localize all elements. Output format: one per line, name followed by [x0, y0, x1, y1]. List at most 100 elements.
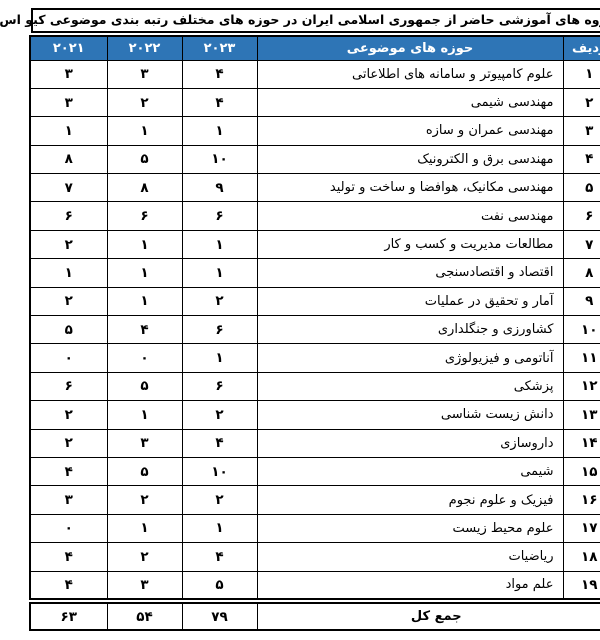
- header-subject: حوزه های موضوعی: [233, 36, 539, 60]
- value-2023-cell: ۶: [158, 372, 233, 400]
- table-row: ۱۰ کشاورزی و جنگلداری ۶ ۴ ۵: [6, 316, 592, 344]
- value-2021-cell: ۲: [6, 287, 83, 315]
- value-2023-cell: ۱: [158, 344, 233, 372]
- value-2021-cell: ۲: [6, 401, 83, 429]
- row-number-cell: ۷: [539, 230, 592, 258]
- value-2023-cell: ۱۰: [158, 145, 233, 173]
- value-2022-cell: ۱: [83, 401, 158, 429]
- table-row: ۲ مهندسی شیمی ۴ ۲ ۳: [6, 88, 592, 116]
- document-page: تعداد گروه های آموزشی حاضر از جمهوری اسل…: [0, 0, 600, 640]
- table-title: تعداد گروه های آموزشی حاضر از جمهوری اسل…: [7, 8, 593, 33]
- value-2021-cell: ۳: [6, 60, 83, 88]
- subject-cell: پزشکی: [233, 372, 539, 400]
- row-number-cell: ۱۱: [539, 344, 592, 372]
- value-2023-cell: ۶: [158, 316, 233, 344]
- table-row: ۱۳ دانش زیست شناسی ۲ ۱ ۲: [6, 401, 592, 429]
- value-2023-cell: ۶: [158, 202, 233, 230]
- row-number-cell: ۱۵: [539, 457, 592, 485]
- subject-cell: علوم محیط زیست: [233, 514, 539, 542]
- row-number-cell: ۱۰: [539, 316, 592, 344]
- subject-cell: اقتصاد و اقتصادسنجی: [233, 259, 539, 287]
- table-row: ۱۵ شیمی ۱۰ ۵ ۴: [6, 457, 592, 485]
- value-2021-cell: ۱: [6, 259, 83, 287]
- subject-cell: مهندسی برق و الکترونیک: [233, 145, 539, 173]
- table-row: ۱۴ داروسازی ۴ ۳ ۲: [6, 429, 592, 457]
- value-2023-cell: ۱: [158, 514, 233, 542]
- value-2021-cell: ۲: [6, 230, 83, 258]
- value-2022-cell: ۱: [83, 230, 158, 258]
- header-row: ردیف حوزه های موضوعی ۲۰۲۳ ۲۰۲۲ ۲۰۲۱: [6, 36, 592, 60]
- value-2021-cell: ۶: [6, 372, 83, 400]
- value-2021-cell: ۰: [6, 514, 83, 542]
- table-row: ۱۱ آناتومی و فیزیولوژی ۱ ۰ ۰: [6, 344, 592, 372]
- value-2022-cell: ۳: [83, 429, 158, 457]
- value-2022-cell: ۳: [83, 571, 158, 599]
- value-2021-cell: ۴: [6, 457, 83, 485]
- value-2022-cell: ۱: [83, 259, 158, 287]
- value-2021-cell: ۰: [6, 344, 83, 372]
- value-2022-cell: ۲: [83, 486, 158, 514]
- value-2021-cell: ۷: [6, 174, 83, 202]
- value-2023-cell: ۴: [158, 60, 233, 88]
- value-2023-cell: ۹: [158, 174, 233, 202]
- value-2022-cell: ۱: [83, 514, 158, 542]
- subject-cell: کشاورزی و جنگلداری: [233, 316, 539, 344]
- rankings-table: ردیف حوزه های موضوعی ۲۰۲۳ ۲۰۲۲ ۲۰۲۱ ۱ عل…: [5, 35, 593, 600]
- value-2022-cell: ۶: [83, 202, 158, 230]
- row-number-cell: ۱۹: [539, 571, 592, 599]
- value-2021-cell: ۴: [6, 571, 83, 599]
- value-2023-cell: ۵: [158, 571, 233, 599]
- row-number-cell: ۸: [539, 259, 592, 287]
- header-year-2022: ۲۰۲۲: [83, 36, 158, 60]
- total-2023-cell: ۷۹: [158, 603, 233, 630]
- value-2023-cell: ۲: [158, 486, 233, 514]
- total-label: جمع کل: [233, 603, 592, 630]
- subject-cell: ریاضیات: [233, 543, 539, 571]
- subject-cell: دانش زیست شناسی: [233, 401, 539, 429]
- value-2022-cell: ۱: [83, 117, 158, 145]
- row-number-cell: ۱۶: [539, 486, 592, 514]
- subject-cell: مهندسی نفت: [233, 202, 539, 230]
- value-2022-cell: ۳: [83, 60, 158, 88]
- value-2023-cell: ۱: [158, 230, 233, 258]
- value-2022-cell: ۱: [83, 287, 158, 315]
- row-number-cell: ۹: [539, 287, 592, 315]
- value-2022-cell: ۲: [83, 88, 158, 116]
- table-body: ۱ علوم کامپیوتر و سامانه های اطلاعاتی ۴ …: [6, 60, 592, 599]
- value-2021-cell: ۸: [6, 145, 83, 173]
- value-2023-cell: ۲: [158, 287, 233, 315]
- row-number-cell: ۳: [539, 117, 592, 145]
- total-2021-cell: ۶۳: [6, 603, 83, 630]
- value-2021-cell: ۳: [6, 88, 83, 116]
- table-row: ۱ علوم کامپیوتر و سامانه های اطلاعاتی ۴ …: [6, 60, 592, 88]
- table-row: ۸ اقتصاد و اقتصادسنجی ۱ ۱ ۱: [6, 259, 592, 287]
- subject-cell: مهندسی شیمی: [233, 88, 539, 116]
- value-2023-cell: ۴: [158, 429, 233, 457]
- row-number-cell: ۱۷: [539, 514, 592, 542]
- value-2022-cell: ۰: [83, 344, 158, 372]
- subject-cell: مهندسی مکانیک، هوافضا و ساخت و تولید: [233, 174, 539, 202]
- table-row: ۱۹ علم مواد ۵ ۳ ۴: [6, 571, 592, 599]
- value-2023-cell: ۴: [158, 543, 233, 571]
- value-2022-cell: ۵: [83, 145, 158, 173]
- table-row: ۱۶ فیزیک و علوم نجوم ۲ ۲ ۳: [6, 486, 592, 514]
- row-number-cell: ۱۲: [539, 372, 592, 400]
- value-2023-cell: ۱۰: [158, 457, 233, 485]
- value-2023-cell: ۲: [158, 401, 233, 429]
- table-row: ۱۸ ریاضیات ۴ ۲ ۴: [6, 543, 592, 571]
- value-2021-cell: ۴: [6, 543, 83, 571]
- header-year-2021: ۲۰۲۱: [6, 36, 83, 60]
- value-2021-cell: ۲: [6, 429, 83, 457]
- row-number-cell: ۴: [539, 145, 592, 173]
- subject-cell: علوم کامپیوتر و سامانه های اطلاعاتی: [233, 60, 539, 88]
- total-2022-cell: ۵۴: [83, 603, 158, 630]
- value-2022-cell: ۴: [83, 316, 158, 344]
- value-2023-cell: ۴: [158, 88, 233, 116]
- row-number-cell: ۱۸: [539, 543, 592, 571]
- subject-cell: آمار و تحقیق در عملیات: [233, 287, 539, 315]
- table-row: ۵ مهندسی مکانیک، هوافضا و ساخت و تولید ۹…: [6, 174, 592, 202]
- table-row: ۱۷ علوم محیط زیست ۱ ۱ ۰: [6, 514, 592, 542]
- row-number-cell: ۶: [539, 202, 592, 230]
- value-2022-cell: ۵: [83, 372, 158, 400]
- row-number-cell: ۲: [539, 88, 592, 116]
